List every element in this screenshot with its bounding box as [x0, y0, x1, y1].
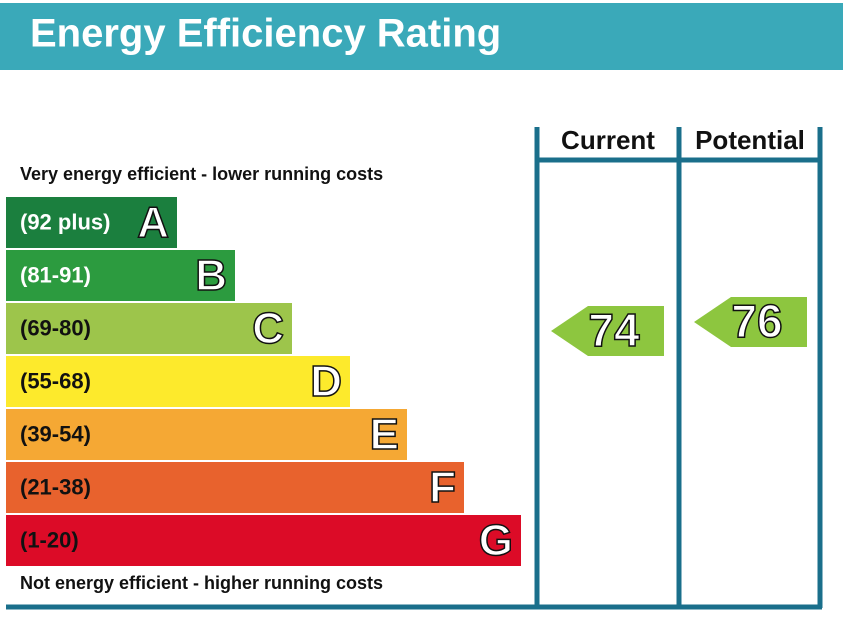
band-range: (81-91): [20, 262, 91, 287]
band: [6, 197, 177, 248]
rating-value: 76: [731, 295, 782, 347]
band: [6, 303, 292, 354]
rating-value: 74: [588, 304, 640, 356]
band-range: (39-54): [20, 421, 91, 446]
band: [6, 409, 407, 460]
band-letter: B: [195, 251, 227, 300]
band-range: (55-68): [20, 368, 91, 393]
band-letter: F: [429, 463, 456, 512]
frame: [6, 127, 823, 610]
column-label: Current: [561, 125, 655, 155]
band-letter: D: [310, 357, 342, 406]
band-range: (69-80): [20, 315, 91, 340]
band: [6, 515, 521, 566]
band-letter: A: [137, 198, 169, 247]
title: Energy Efficiency Rating: [30, 12, 501, 56]
band-letter: G: [479, 516, 513, 565]
column-label: Potential: [695, 125, 805, 155]
top-note: Very energy efficient - lower running co…: [20, 164, 383, 184]
header-bar: [0, 3, 843, 70]
band: [6, 462, 464, 513]
band-range: (92 plus): [20, 209, 110, 234]
band-letter: E: [370, 410, 399, 459]
band: [6, 250, 235, 301]
rating-arrow: [551, 306, 664, 356]
rating-arrow: [694, 297, 807, 347]
band-letter: C: [252, 304, 284, 353]
band-range: (21-38): [20, 474, 91, 499]
band-range: (1-20): [20, 527, 79, 552]
bottom-note: Not energy efficient - higher running co…: [20, 573, 383, 593]
band: [6, 356, 350, 407]
